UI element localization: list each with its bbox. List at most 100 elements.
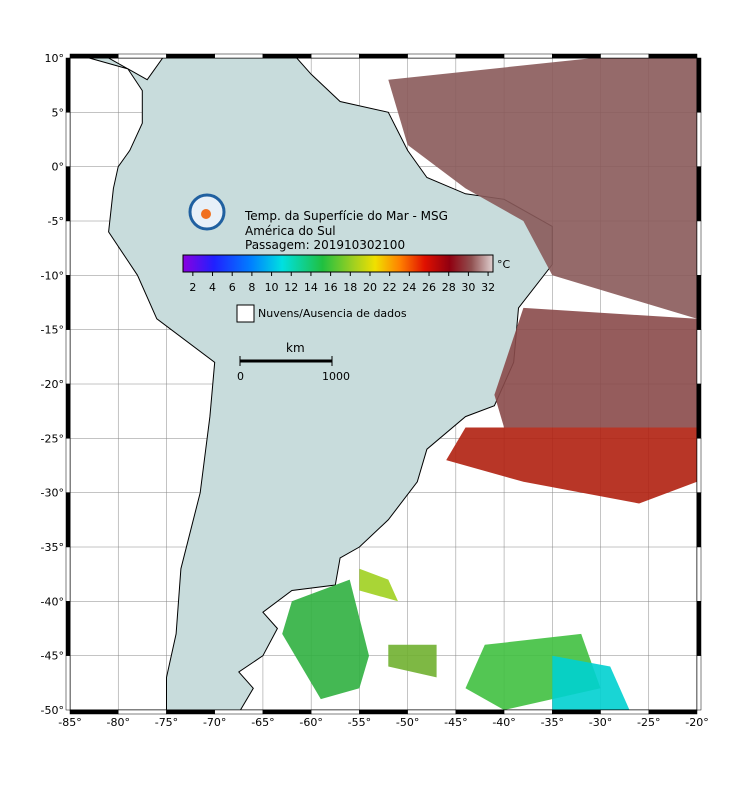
lon-tick-label: -20° [685,716,708,729]
frame-tick [65,655,71,711]
sst-patch [388,644,437,678]
frame-tick [696,546,702,602]
colorbar-tick-label: 22 [383,281,397,294]
frame-tick [117,709,167,715]
frame-tick [166,709,215,715]
colorbar-tick-label: 6 [229,281,236,294]
frame-tick [696,438,702,493]
frame-tick [262,53,312,59]
sst-patch [282,579,369,700]
lon-tick-label: -50° [396,716,419,729]
frame-tick [696,329,702,385]
colorbar-tick-label: 16 [324,281,338,294]
frame-tick [696,655,702,711]
logo-dot [201,209,211,219]
frame-tick [65,329,71,385]
title-line: Temp. da Superfície do Mar - MSG [244,209,448,223]
frame-tick [65,220,71,276]
title-line: América do Sul [245,224,336,238]
colorbar-tick-label: 28 [442,281,456,294]
lon-tick-label: -80° [106,716,129,729]
sst-patch [359,568,398,602]
frame-tick [65,112,71,167]
frame-tick [117,53,167,59]
frame-tick [696,112,702,167]
lat-tick-label: -30° [41,487,64,500]
legend-label: Nuvens/Ausencia de dados [258,307,407,320]
lon-tick-label: -25° [637,716,660,729]
frame-tick [65,601,71,656]
sst-patch [552,655,630,710]
lat-tick-label: -25° [41,432,64,445]
frame-tick [552,53,601,59]
frame-tick [696,601,702,656]
colorbar-tick-label: 8 [248,281,255,294]
sst-patch [446,427,697,504]
colorbar-tick-label: 20 [363,281,377,294]
lon-tick-label: -75° [155,716,178,729]
frame-tick [696,166,702,222]
lon-tick-label: -30° [589,716,612,729]
frame-tick [310,709,360,715]
lat-tick-label: 5° [52,106,65,119]
colorbar-tick-label: 24 [402,281,416,294]
lon-tick-label: -65° [251,716,274,729]
colorbar-tick-label: 4 [209,281,216,294]
frame-tick [262,709,312,715]
frame-tick [696,220,702,276]
frame-tick [455,53,505,59]
frame-tick [310,53,360,59]
frame-tick [69,709,119,715]
lon-tick-label: -55° [348,716,371,729]
lat-tick-label: 0° [52,161,65,174]
frame-tick [503,709,553,715]
frame-tick [696,275,702,330]
lat-tick-label: -15° [41,324,64,337]
frame-tick [648,53,698,59]
frame-tick [407,53,457,59]
lon-tick-label: -60° [299,716,322,729]
frame-tick [69,53,119,59]
lat-tick-label: -10° [41,269,64,282]
colorbar-tick-label: 2 [189,281,196,294]
colorbar-tick-label: 26 [422,281,436,294]
colorbar-tick-label: 14 [304,281,318,294]
legend-swatch [236,304,255,323]
sst-patch [388,58,697,319]
title-line: Passagem: 201910302100 [245,238,405,252]
frame-tick [552,709,601,715]
frame-tick [65,438,71,493]
frame-tick [407,709,457,715]
colorbar-tick-label: 12 [284,281,298,294]
frame-tick [696,383,702,439]
frame-tick [359,709,408,715]
lon-tick-label: -45° [444,716,467,729]
frame-tick [359,53,408,59]
frame-tick [65,546,71,602]
lat-tick-label: -35° [41,541,64,554]
frame-tick [65,166,71,222]
sst-patch [494,307,697,428]
frame-tick [600,53,650,59]
frame-tick [65,57,71,113]
lat-tick-label: -20° [41,378,64,391]
lon-tick-label: -35° [541,716,564,729]
frame-tick [503,53,553,59]
frame-tick [455,709,505,715]
lat-tick-label: -5° [48,215,64,228]
frame-tick [65,492,71,548]
colorbar [182,254,494,273]
scale-end-label: 1000 [322,370,350,383]
colorbar-tick-label: 30 [461,281,475,294]
colorbar-tick-label: 18 [343,281,357,294]
lon-tick-label: -70° [203,716,226,729]
scale-start: 0 [237,370,244,383]
colorbar-tick-label: 32 [481,281,495,294]
frame-tick [214,709,264,715]
frame-tick [696,492,702,548]
frame-tick [696,57,702,113]
lat-tick-label: -40° [41,595,64,608]
frame-tick [65,383,71,439]
scale-unit: km [286,341,305,355]
